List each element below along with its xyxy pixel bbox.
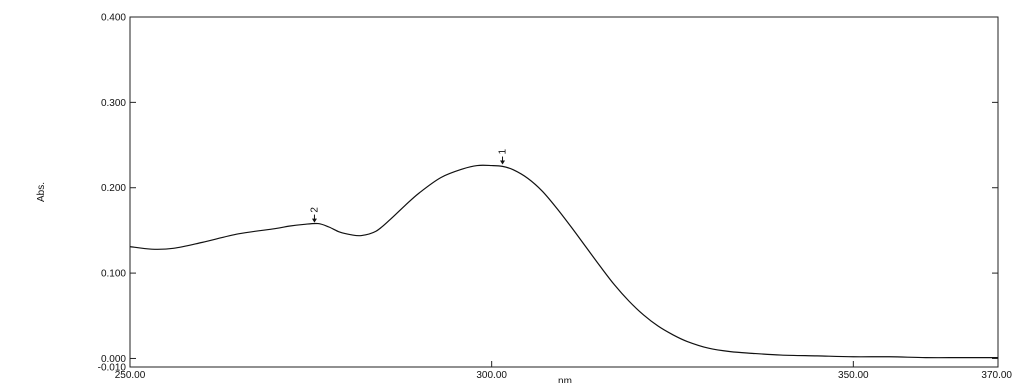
peak-arrow-head	[500, 160, 506, 165]
y-tick-label: 0.300	[101, 98, 126, 109]
peak-markers: 12	[309, 149, 509, 223]
x-axis-ticks: 250.00 300.00 350.00 370.00	[115, 361, 1012, 381]
y-tick-label: -0.010	[98, 363, 127, 374]
x-tick-label: 300.00	[476, 370, 507, 381]
peak-label: 1	[498, 149, 509, 155]
peak-label: 2	[309, 207, 320, 213]
plot-frame	[129, 16, 999, 368]
x-tick-label: 250.00	[115, 370, 146, 381]
x-axis-title: nm	[558, 376, 572, 383]
y-tick-label: 0.100	[101, 269, 126, 280]
x-tick-label: 350.00	[838, 370, 869, 381]
y-axis-title: Abs.	[36, 182, 47, 202]
y-tick-label: 0.200	[101, 183, 126, 194]
y-tick-label: 0.000	[101, 354, 126, 365]
x-tick-label: 370.00	[981, 370, 1012, 381]
peak-arrow-head	[311, 218, 317, 223]
absorbance-series-line	[129, 164, 998, 359]
y-tick-label: 0.400	[101, 13, 126, 24]
